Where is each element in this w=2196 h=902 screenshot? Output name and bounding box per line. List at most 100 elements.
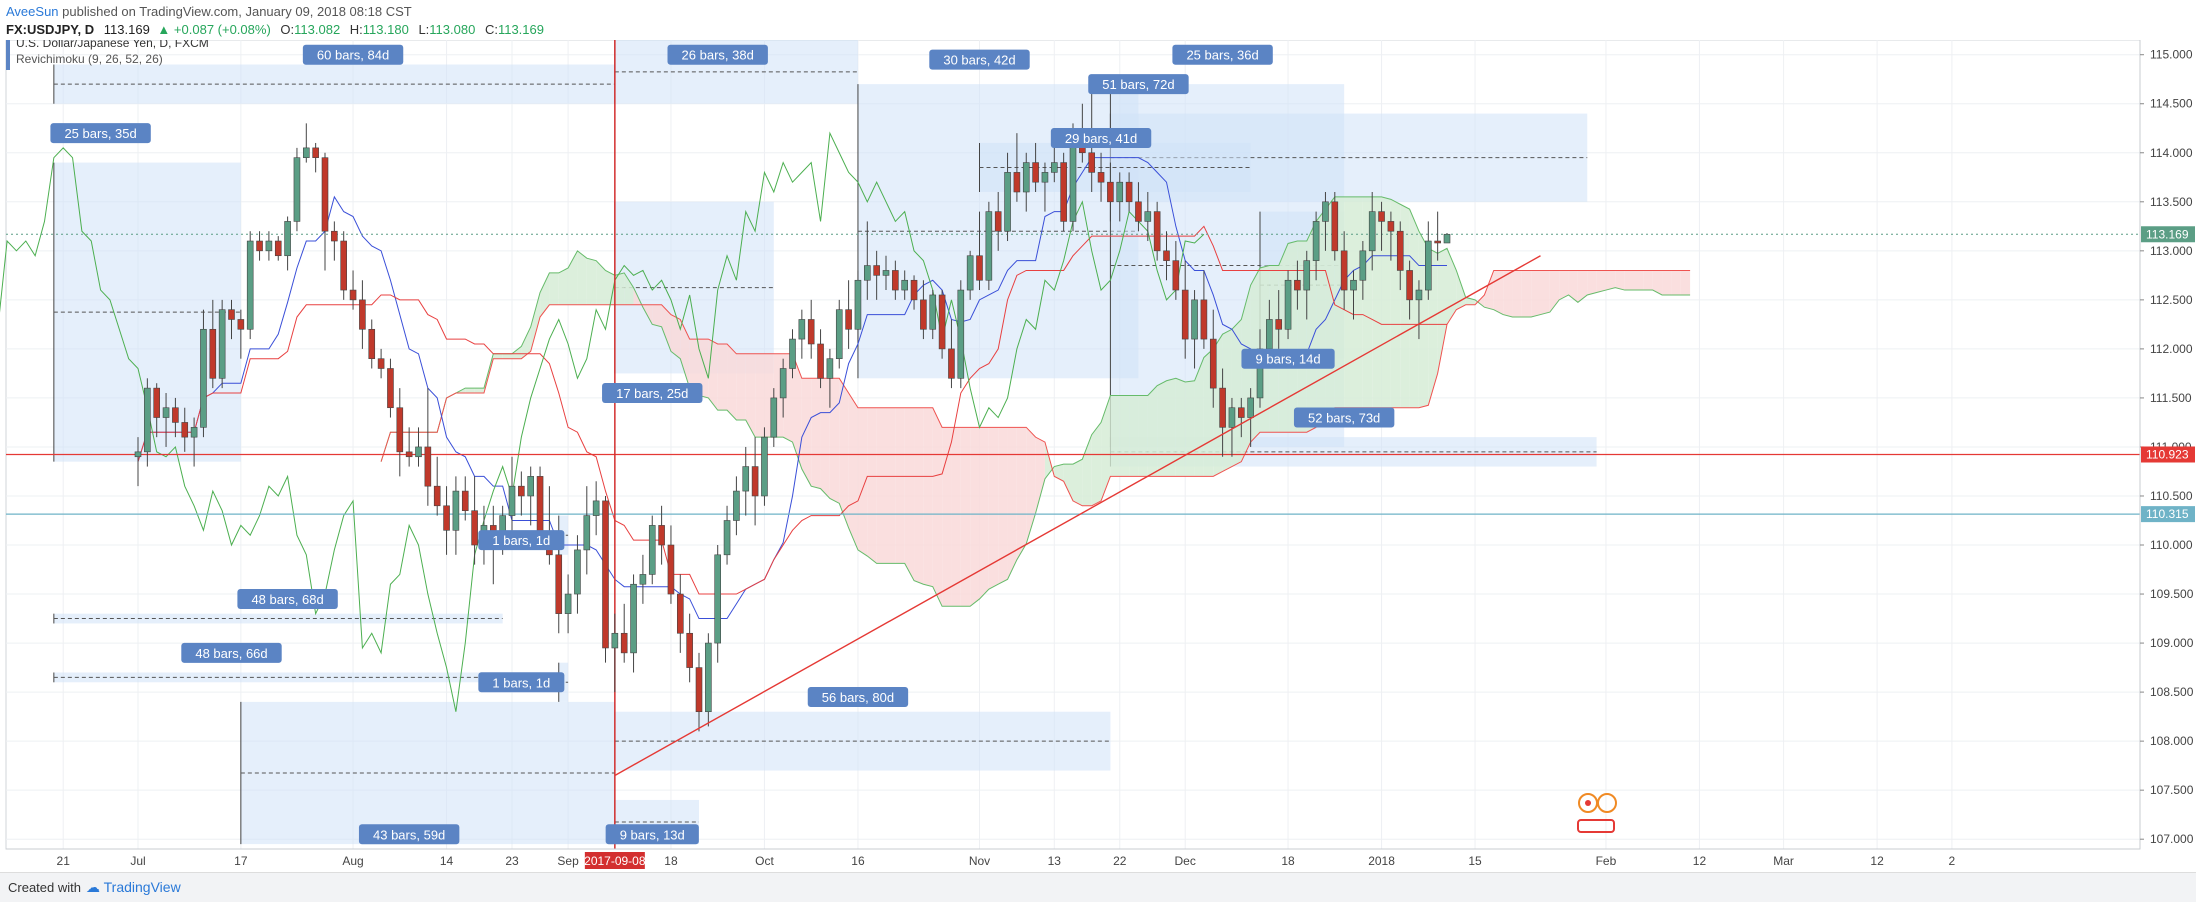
- candle[interactable]: [377, 348, 385, 379]
- candle[interactable]: [1303, 250, 1311, 320]
- candle[interactable]: [845, 280, 852, 349]
- range-label[interactable]: 1 bars, 1d: [478, 672, 565, 693]
- candle[interactable]: [312, 142, 319, 173]
- candle[interactable]: [976, 211, 983, 291]
- candle[interactable]: [1144, 191, 1152, 242]
- candle[interactable]: [331, 221, 338, 261]
- range-label[interactable]: 1 bars, 1d: [478, 530, 565, 551]
- range-label[interactable]: 60 bars, 84d: [302, 44, 404, 65]
- candle[interactable]: [1219, 368, 1226, 457]
- candle[interactable]: [433, 456, 441, 516]
- range-label[interactable]: 29 bars, 41d: [1050, 128, 1152, 149]
- candle[interactable]: [892, 260, 899, 300]
- candle[interactable]: [863, 221, 871, 300]
- candle[interactable]: [686, 613, 693, 683]
- candle[interactable]: [714, 545, 722, 663]
- candle[interactable]: [770, 388, 778, 447]
- range-labels[interactable]: 25 bars, 35d 60 bars, 84d 26 bars, 38d 30 b…: [50, 44, 1395, 845]
- candle[interactable]: [1396, 221, 1404, 291]
- candle[interactable]: [1434, 211, 1441, 261]
- date-marker[interactable]: 2017-09-08: [584, 852, 646, 869]
- range-label[interactable]: 52 bars, 73d: [1293, 407, 1395, 428]
- candle[interactable]: [461, 476, 469, 521]
- candle[interactable]: [1172, 241, 1180, 300]
- candle[interactable]: [1228, 397, 1236, 457]
- range-label[interactable]: 51 bars, 72d: [1088, 74, 1189, 95]
- candle[interactable]: [1153, 201, 1161, 261]
- candle[interactable]: [302, 123, 310, 163]
- candle[interactable]: [742, 446, 750, 516]
- support-trendline[interactable]: [614, 255, 1541, 777]
- range-label[interactable]: 56 bars, 80d: [807, 687, 909, 708]
- candle[interactable]: [1425, 221, 1432, 300]
- candle[interactable]: [733, 476, 740, 536]
- candle[interactable]: [658, 505, 665, 565]
- candle[interactable]: [592, 481, 600, 536]
- candle[interactable]: [1443, 233, 1451, 244]
- candle[interactable]: [779, 358, 787, 418]
- candle[interactable]: [695, 652, 703, 732]
- candle[interactable]: [910, 275, 918, 310]
- candle[interactable]: [835, 299, 843, 369]
- range-label[interactable]: 25 bars, 35d: [50, 123, 151, 144]
- price-tag[interactable]: [2141, 226, 2195, 243]
- candle[interactable]: [676, 574, 684, 653]
- price-axis[interactable]: 115.000 114.500 114.000 113.500 113.000 112.5…: [2139, 40, 2196, 849]
- candle[interactable]: [1284, 270, 1292, 340]
- candle[interactable]: [1097, 152, 1105, 202]
- candle[interactable]: [1238, 397, 1245, 438]
- candle[interactable]: [723, 505, 731, 565]
- candle[interactable]: [415, 427, 422, 467]
- candle[interactable]: [1322, 191, 1329, 251]
- candle[interactable]: [1331, 191, 1339, 261]
- candle[interactable]: [705, 633, 712, 727]
- candle[interactable]: [920, 280, 927, 340]
- candle[interactable]: [994, 191, 1002, 251]
- candle[interactable]: [1041, 162, 1049, 212]
- candle[interactable]: [826, 348, 834, 408]
- candle[interactable]: [611, 613, 619, 693]
- range-label[interactable]: 43 bars, 59d: [358, 824, 460, 845]
- candle[interactable]: [1368, 191, 1376, 271]
- candle[interactable]: [1191, 290, 1198, 369]
- candle[interactable]: [1378, 201, 1385, 251]
- candle[interactable]: [1051, 142, 1058, 183]
- candle[interactable]: [527, 466, 535, 526]
- candle[interactable]: [583, 486, 591, 575]
- candle[interactable]: [751, 437, 759, 526]
- candle[interactable]: [1294, 260, 1301, 310]
- candle[interactable]: [602, 495, 609, 663]
- candle[interactable]: [620, 603, 628, 663]
- range-label[interactable]: 25 bars, 36d: [1172, 44, 1273, 65]
- candle[interactable]: [630, 574, 637, 673]
- candle[interactable]: [518, 471, 525, 516]
- candle[interactable]: [284, 216, 291, 271]
- candle[interactable]: [190, 417, 198, 467]
- candle[interactable]: [293, 147, 301, 232]
- candle[interactable]: [321, 152, 329, 271]
- candle[interactable]: [443, 486, 450, 555]
- candle[interactable]: [1340, 231, 1348, 310]
- candle[interactable]: [1181, 260, 1189, 359]
- candle[interactable]: [1135, 182, 1142, 232]
- candle[interactable]: [256, 231, 263, 261]
- author-link[interactable]: AveeSun: [6, 4, 59, 19]
- trend-line[interactable]: [614, 255, 1541, 777]
- symbol-name[interactable]: FX:USDJPY, D: [6, 22, 95, 37]
- candle[interactable]: [1004, 152, 1011, 242]
- range-label[interactable]: 30 bars, 42d: [929, 49, 1030, 70]
- candle[interactable]: [1312, 211, 1320, 281]
- time-axis[interactable]: 21 Jul 17 Aug 14 23 Sep 18 Oct 16 Nov 13 22 Dec 18 2018…: [6, 848, 2140, 872]
- candle[interactable]: [1359, 241, 1367, 300]
- candle[interactable]: [1247, 388, 1254, 447]
- candle[interactable]: [948, 319, 955, 389]
- candle[interactable]: [648, 515, 656, 585]
- candle[interactable]: [1406, 260, 1413, 320]
- candle[interactable]: [929, 290, 937, 340]
- candle[interactable]: [172, 397, 179, 438]
- candle[interactable]: [340, 231, 348, 300]
- candle[interactable]: [1415, 280, 1423, 340]
- candle[interactable]: [144, 378, 151, 467]
- candle[interactable]: [134, 437, 142, 487]
- candle[interactable]: [1107, 162, 1114, 222]
